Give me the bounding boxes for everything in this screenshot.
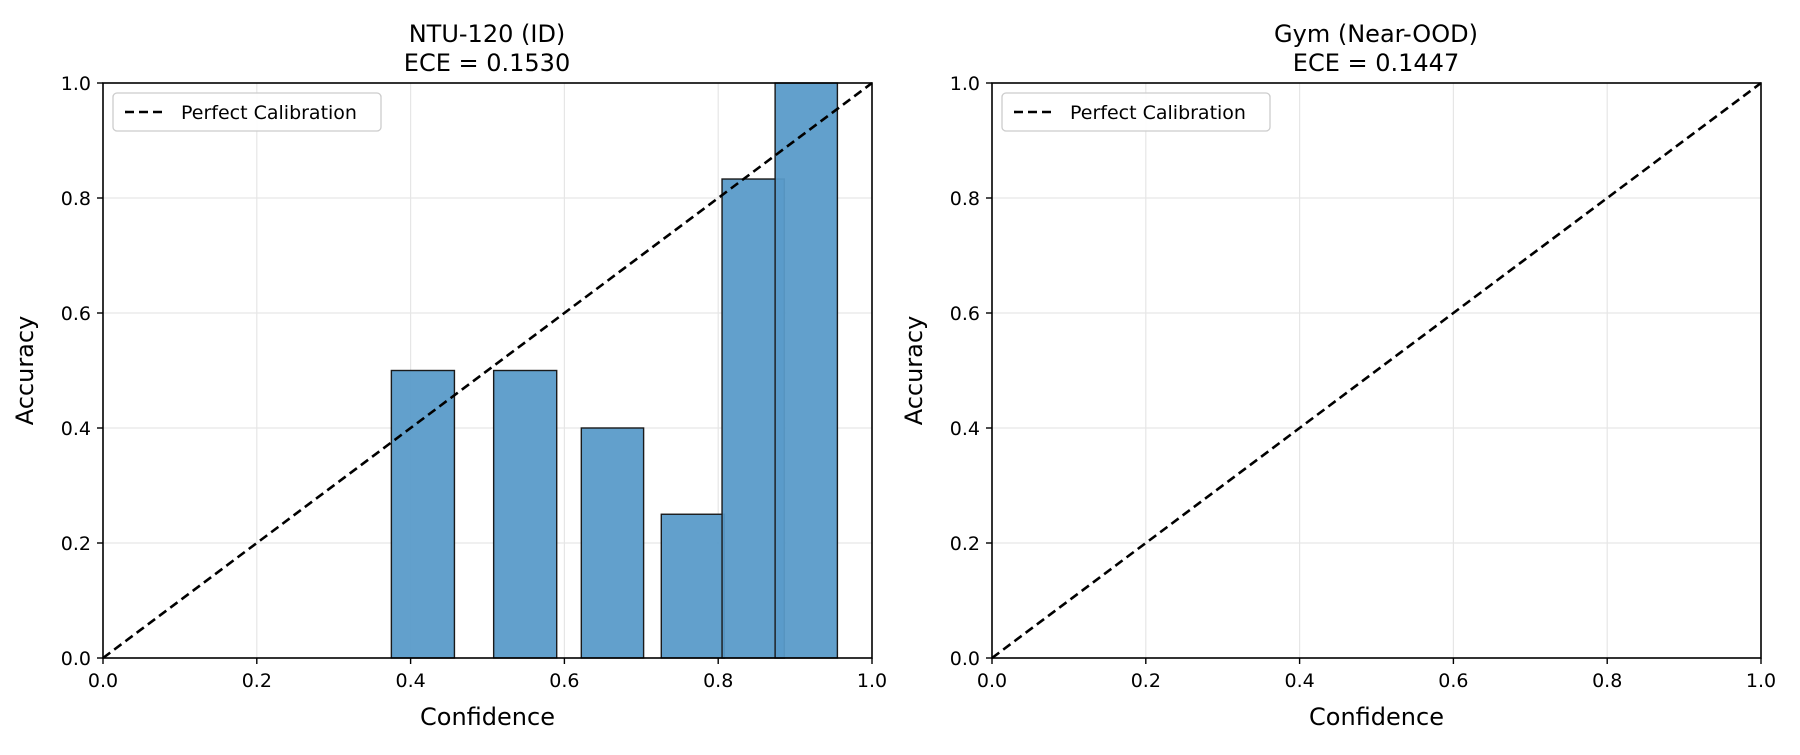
- bar: [660, 513, 726, 659]
- chart-title-line2: ECE = 0.1530: [404, 49, 570, 77]
- legend-entry-perfect-calibration: Perfect Calibration: [1070, 102, 1246, 124]
- bar: [492, 369, 558, 659]
- chart-title-line1: Gym (Near-OOD): [1274, 20, 1478, 48]
- y-tick-label: 1.0: [61, 73, 91, 95]
- y-tick-label: 0.0: [950, 648, 980, 670]
- x-tick-label: 0.4: [1284, 670, 1314, 692]
- y-tick-label: 0.8: [950, 188, 980, 210]
- legend-box: [112, 92, 382, 132]
- legend-box: [1001, 92, 1271, 132]
- y-tick-label: 0.8: [61, 188, 91, 210]
- y-tick-label: 0.4: [950, 418, 980, 440]
- x-tick-label: 0.6: [549, 670, 579, 692]
- x-tick-label: 0.8: [1592, 670, 1622, 692]
- y-tick-label: 0.6: [61, 303, 91, 325]
- legend: Perfect Calibration: [112, 92, 382, 132]
- bars: [390, 82, 839, 659]
- x-tick-label: 0.4: [395, 670, 425, 692]
- x-tick-label: 0.0: [977, 670, 1007, 692]
- plot-frame: [102, 82, 873, 659]
- y-tick-label: 0.2: [950, 533, 980, 555]
- y-tick-label: 0.6: [950, 303, 980, 325]
- y-tick-label: 0.2: [61, 533, 91, 555]
- x-tick-label: 0.2: [1131, 670, 1161, 692]
- y-axis-label: Accuracy: [11, 316, 39, 426]
- legend-entry-perfect-calibration: Perfect Calibration: [181, 102, 357, 124]
- panel-gym: Gym (Near-OOD) ECE = 0.1447 0.0 0.2 0.4 0.6…: [900, 20, 1776, 731]
- legend: Perfect Calibration: [1001, 92, 1271, 132]
- bar: [390, 369, 456, 659]
- x-tick-label: 0.8: [703, 670, 733, 692]
- ticks: 0.0 0.2 0.4 0.6 0.8 1.0 0.0 0.2 0.4 0.6 0.8 1.0: [61, 73, 887, 692]
- chart-title-line1: NTU-120 (ID): [409, 20, 566, 48]
- perfect-calibration-line: [991, 81, 1762, 660]
- y-tick-label: 0.0: [61, 648, 91, 670]
- panel-ntu120: NTU-120 (ID) ECE = 0.1530 0.0 0.2 0.4 0.6 0.…: [11, 20, 887, 731]
- y-axis-label: Accuracy: [900, 316, 928, 426]
- bar: [774, 82, 839, 659]
- y-tick-label: 0.4: [61, 418, 91, 440]
- ticks: 0.0 0.2 0.4 0.6 0.8 1.0 0.0 0.2 0.4 0.6 0.8 1.0: [950, 73, 1776, 692]
- x-tick-label: 1.0: [857, 670, 887, 692]
- x-tick-label: 0.6: [1438, 670, 1468, 692]
- x-tick-label: 0.0: [88, 670, 118, 692]
- bar: [580, 427, 645, 659]
- chart-title-line2: ECE = 0.1447: [1293, 49, 1459, 77]
- x-tick-label: 1.0: [1746, 670, 1776, 692]
- x-axis-label: Confidence: [420, 703, 555, 731]
- perfect-calibration-line: [102, 81, 873, 660]
- x-axis-label: Confidence: [1309, 703, 1444, 731]
- bar: [721, 178, 786, 659]
- y-tick-label: 1.0: [950, 73, 980, 95]
- x-tick-label: 0.2: [242, 670, 272, 692]
- plot-frame: [991, 82, 1762, 659]
